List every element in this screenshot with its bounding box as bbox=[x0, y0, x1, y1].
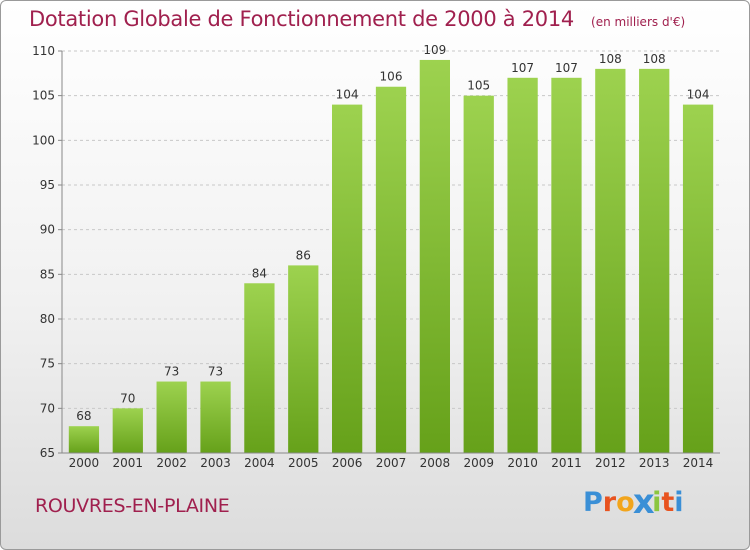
bar-value-label: 107 bbox=[511, 61, 534, 75]
bar-value-label: 106 bbox=[380, 70, 403, 84]
x-tick-label: 2009 bbox=[463, 456, 494, 470]
y-tick-label: 100 bbox=[32, 133, 55, 147]
bar bbox=[156, 381, 187, 453]
bar-value-label: 105 bbox=[467, 79, 490, 93]
x-tick-label: 2004 bbox=[244, 456, 275, 470]
bar-value-label: 108 bbox=[643, 52, 666, 66]
bar bbox=[288, 265, 319, 453]
x-tick-label: 2005 bbox=[288, 456, 319, 470]
x-tick-label: 2013 bbox=[639, 456, 670, 470]
x-tick-label: 2001 bbox=[113, 456, 144, 470]
bar bbox=[639, 68, 670, 453]
bar bbox=[68, 426, 100, 453]
logo-letter: P bbox=[583, 487, 603, 518]
x-tick-label: 2008 bbox=[420, 456, 451, 470]
bar-value-label: 73 bbox=[164, 365, 179, 379]
bar-value-label: 104 bbox=[336, 88, 359, 102]
bar-value-label: 70 bbox=[120, 391, 135, 405]
bar bbox=[595, 68, 626, 453]
y-tick-label: 90 bbox=[40, 223, 55, 237]
bar-value-label: 104 bbox=[687, 88, 710, 102]
bar bbox=[419, 59, 451, 453]
y-tick-label: 110 bbox=[32, 44, 55, 58]
logo-letter: t bbox=[661, 487, 675, 518]
logo-letter: o bbox=[616, 487, 635, 518]
x-tick-label: 2007 bbox=[376, 456, 407, 470]
y-tick-label: 70 bbox=[40, 401, 55, 415]
logo-letter: i bbox=[674, 487, 684, 518]
title-row: Dotation Globale de Fonctionnement de 20… bbox=[29, 7, 685, 31]
x-tick-label: 2000 bbox=[69, 456, 100, 470]
bar bbox=[244, 283, 275, 453]
y-tick-label: 75 bbox=[40, 357, 55, 371]
proxiti-logo: Proxiti bbox=[583, 483, 684, 522]
bar bbox=[112, 408, 143, 453]
bar-value-label: 84 bbox=[252, 266, 267, 280]
x-tick-label: 2011 bbox=[551, 456, 582, 470]
bar bbox=[682, 104, 714, 453]
y-tick-label: 95 bbox=[40, 178, 55, 192]
bar-value-label: 68 bbox=[76, 409, 91, 423]
bar bbox=[463, 95, 494, 454]
x-tick-label: 2006 bbox=[332, 456, 363, 470]
bar-value-label: 108 bbox=[599, 52, 622, 66]
x-tick-label: 2014 bbox=[683, 456, 714, 470]
logo-letter: i bbox=[652, 487, 662, 518]
bar bbox=[551, 77, 582, 454]
bar-value-label: 86 bbox=[296, 248, 311, 262]
bar bbox=[200, 381, 231, 453]
y-tick-label: 65 bbox=[40, 446, 55, 460]
bar-value-label: 109 bbox=[423, 43, 446, 57]
y-tick-label: 85 bbox=[40, 267, 55, 281]
x-tick-label: 2003 bbox=[200, 456, 231, 470]
chart-subtitle: (en milliers d'€) bbox=[591, 15, 686, 29]
bar-value-label: 107 bbox=[555, 61, 578, 75]
y-tick-label: 105 bbox=[32, 89, 55, 103]
bar bbox=[507, 77, 538, 454]
axis-layer: 65 70 75 80 85 90 95 100 105 110 2000 2001 2002 2003 2… bbox=[32, 44, 720, 470]
logo-letter: x bbox=[632, 483, 655, 522]
x-tick-label: 2002 bbox=[156, 456, 187, 470]
y-tick-label: 80 bbox=[40, 312, 55, 326]
x-tick-label: 2012 bbox=[595, 456, 626, 470]
bar-value-label: 73 bbox=[208, 365, 223, 379]
commune-name: ROUVRES-EN-PLAINE bbox=[35, 495, 230, 517]
bars-layer: 68 70 73 73 84 86 104 106 109 105 107 107 108 108 104 bbox=[68, 43, 714, 454]
bar bbox=[375, 86, 407, 453]
logo-letter: r bbox=[602, 487, 617, 518]
bar bbox=[331, 104, 363, 453]
x-tick-label: 2010 bbox=[507, 456, 538, 470]
chart-title: Dotation Globale de Fonctionnement de 20… bbox=[29, 7, 574, 31]
